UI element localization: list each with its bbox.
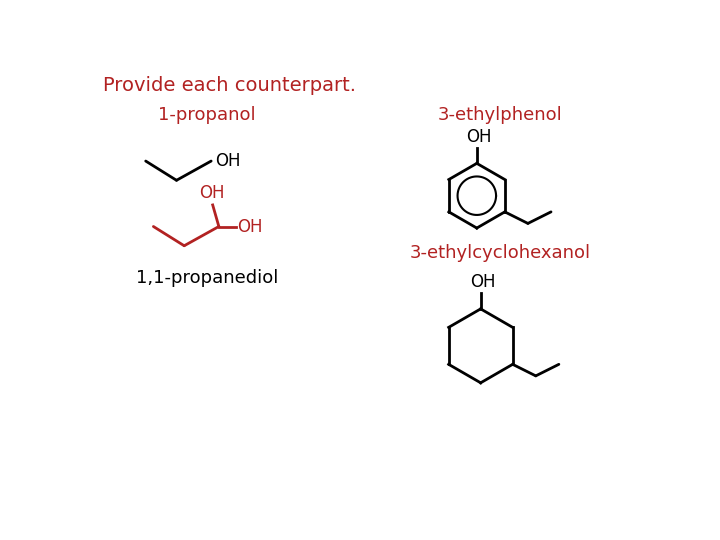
Text: OH: OH [466,127,492,146]
Text: 3-ethylphenol: 3-ethylphenol [438,106,562,124]
Text: OH: OH [199,184,225,202]
Text: Provide each counterpart.: Provide each counterpart. [104,76,356,96]
Text: OH: OH [215,152,240,170]
Text: 1-propanol: 1-propanol [158,106,256,124]
Text: 1,1-propanediol: 1,1-propanediol [136,269,279,287]
Text: 3-ethylcyclohexanol: 3-ethylcyclohexanol [410,245,590,262]
Text: OH: OH [238,218,263,235]
Text: OH: OH [470,273,495,291]
